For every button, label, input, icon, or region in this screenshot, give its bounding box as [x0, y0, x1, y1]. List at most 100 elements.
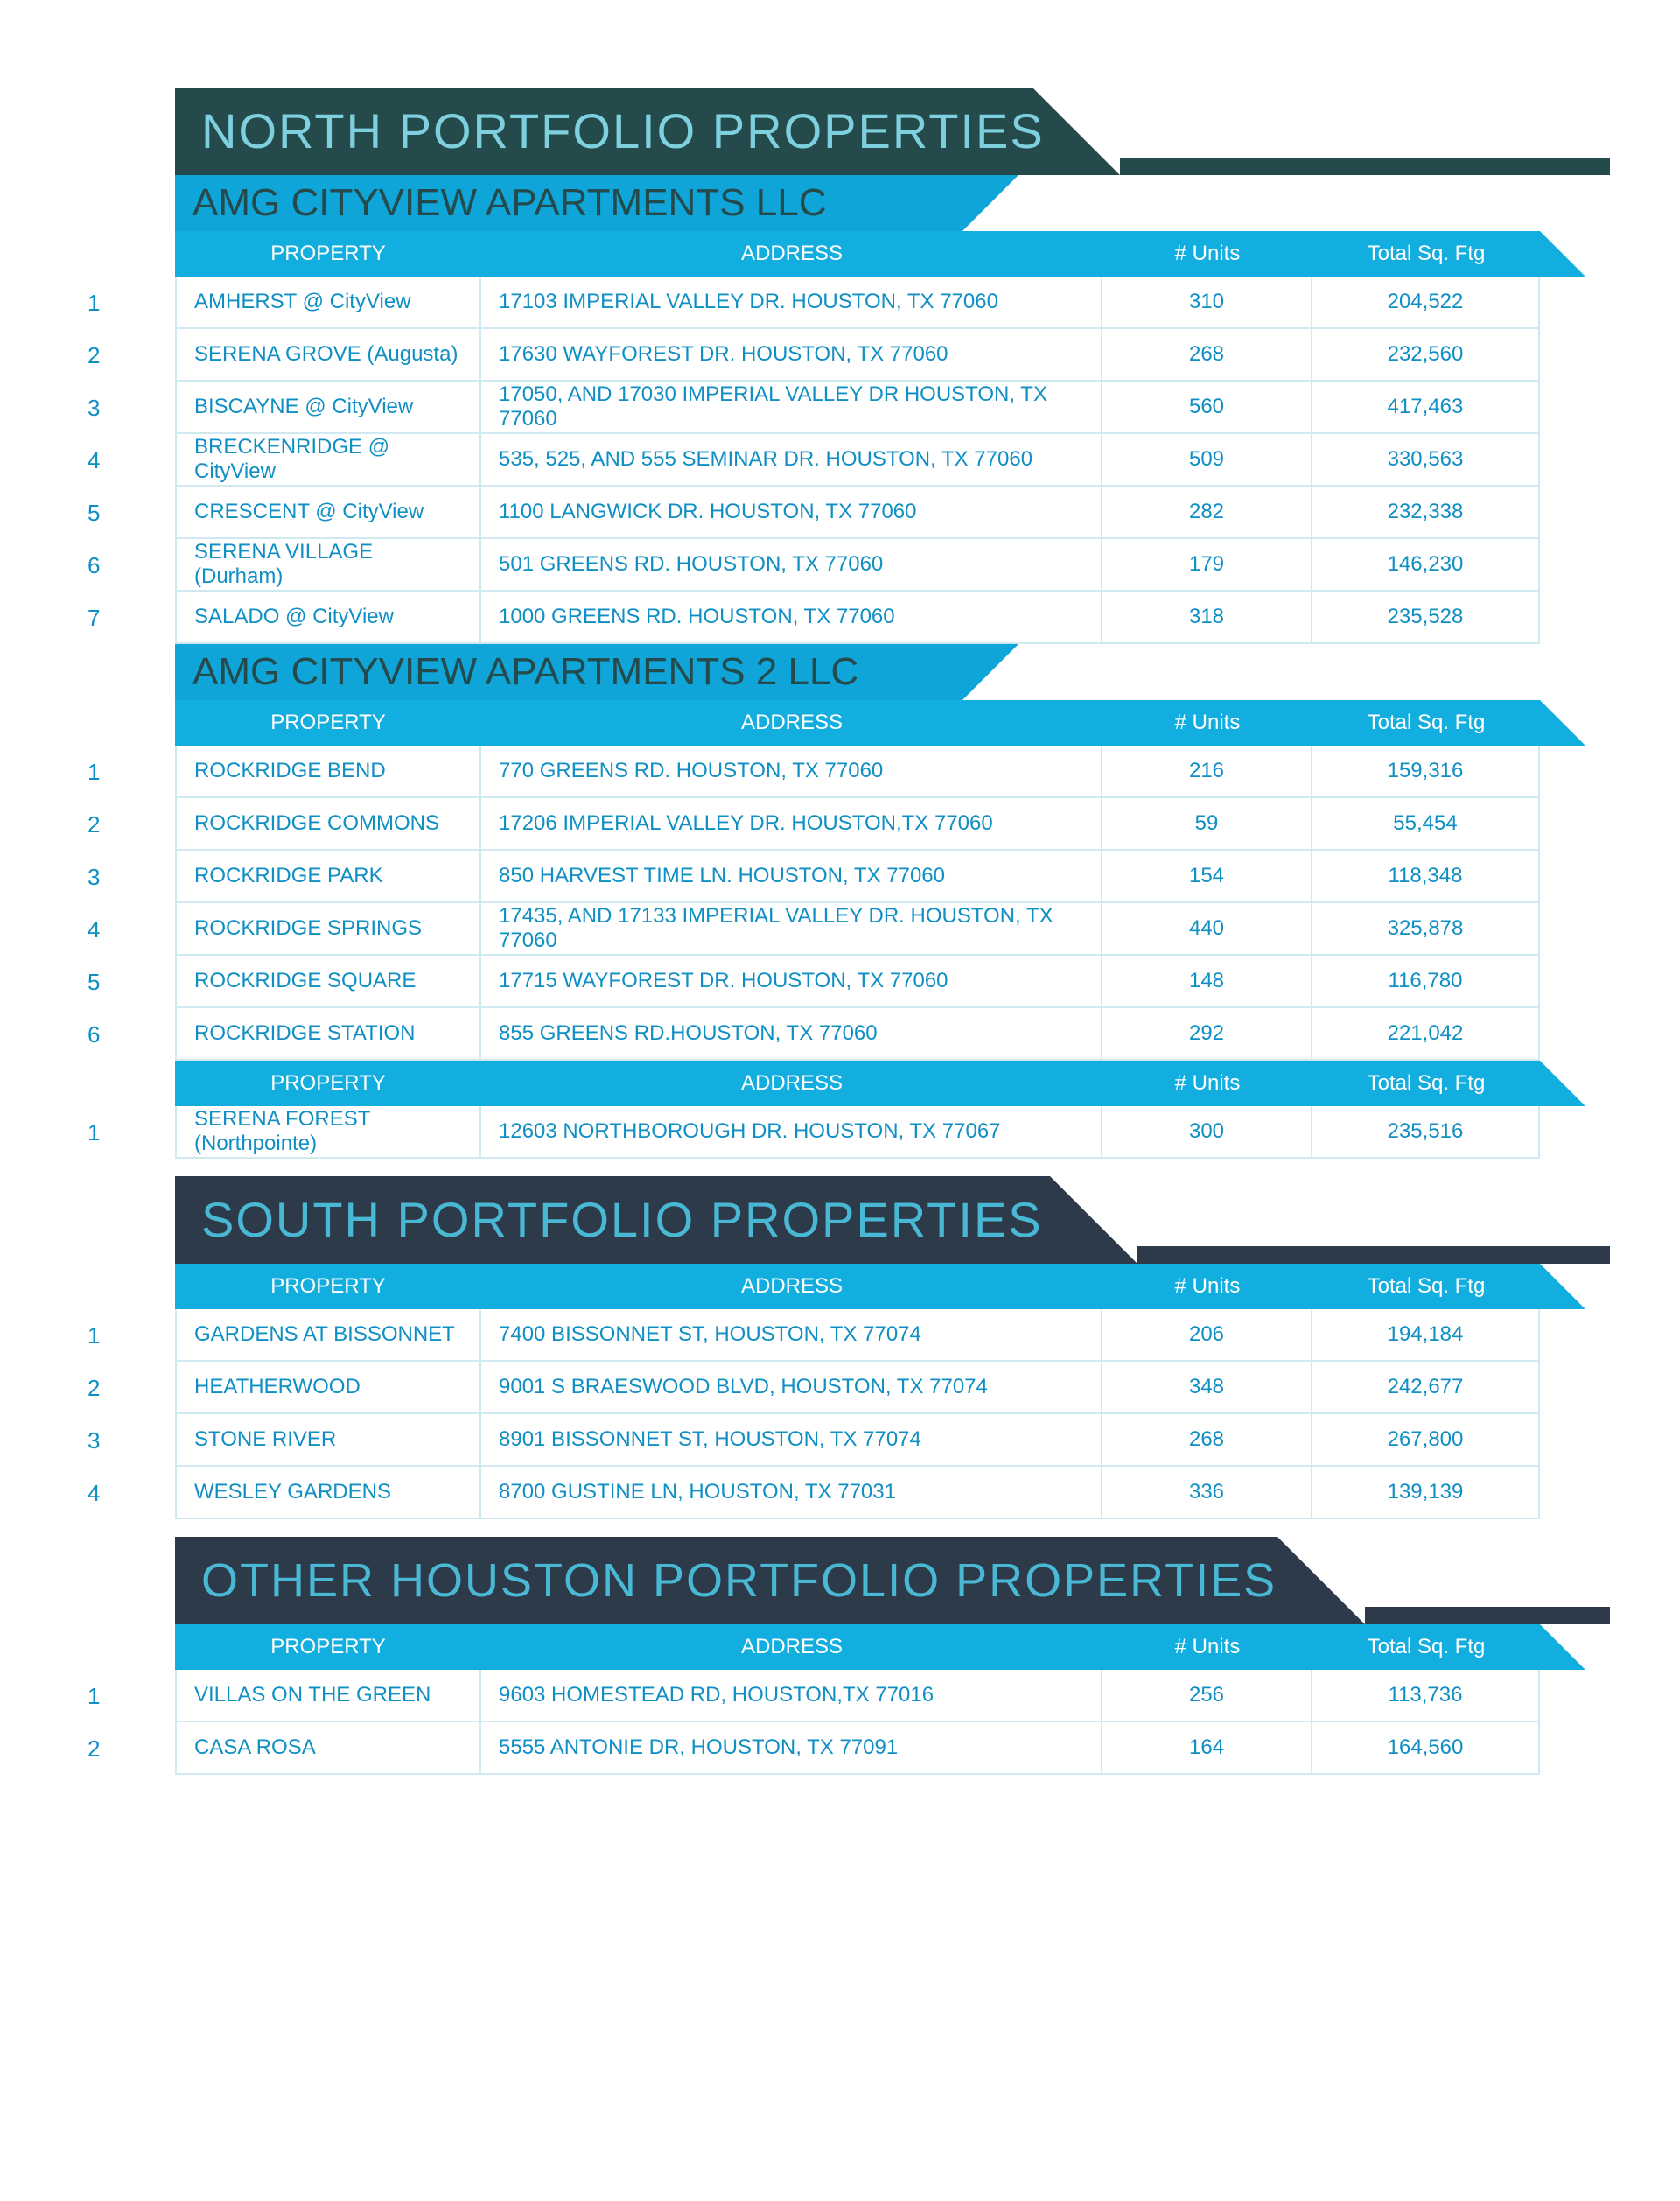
col-address: ADDRESS: [481, 242, 1102, 266]
col-property: PROPERTY: [175, 242, 481, 266]
section-title: NORTH PORTFOLIO PROPERTIES: [175, 88, 1575, 175]
cell-sqft: 267,800: [1312, 1414, 1540, 1467]
cell-units: 216: [1102, 746, 1312, 798]
table-row: 1SERENA FOREST (Northpointe)12603 NORTHB…: [70, 1106, 1610, 1159]
cell-address: 17630 WAYFOREST DR. HOUSTON, TX 77060: [481, 329, 1102, 382]
table-header: PROPERTYADDRESS# UnitsTotal Sq. Ftg: [175, 1624, 1610, 1670]
cell-sqft: 417,463: [1312, 382, 1540, 434]
sub-banner: AMG CITYVIEW APARTMENTS LLC: [175, 175, 1575, 231]
cell-address: 5555 ANTONIE DR, HOUSTON, TX 77091: [481, 1722, 1102, 1775]
cell-sqft: 146,230: [1312, 539, 1540, 592]
row-number: 3: [70, 1414, 175, 1467]
cell-units: 509: [1102, 434, 1312, 487]
cell-address: 7400 BISSONNET ST, HOUSTON, TX 77074: [481, 1309, 1102, 1362]
cell-sqft: 221,042: [1312, 1008, 1540, 1061]
table-row: 2HEATHERWOOD9001 S BRAESWOOD BLVD, HOUST…: [70, 1362, 1610, 1414]
table-row: 5CRESCENT @ CityView1100 LANGWICK DR. HO…: [70, 487, 1610, 539]
cell-address: 17715 WAYFOREST DR. HOUSTON, TX 77060: [481, 956, 1102, 1008]
cell-units: 268: [1102, 329, 1312, 382]
col-sqft: Total Sq. Ftg: [1312, 1274, 1540, 1299]
section-banner: NORTH PORTFOLIO PROPERTIES: [175, 88, 1575, 175]
table-row: 4BRECKENRIDGE @ CityView535, 525, AND 55…: [70, 434, 1610, 487]
sub-banner: AMG CITYVIEW APARTMENTS 2 LLC: [175, 644, 1575, 700]
cell-sqft: 159,316: [1312, 746, 1540, 798]
cell-units: 268: [1102, 1414, 1312, 1467]
col-address: ADDRESS: [481, 1274, 1102, 1299]
cell-address: 535, 525, AND 555 SEMINAR DR. HOUSTON, T…: [481, 434, 1102, 487]
col-units: # Units: [1102, 1274, 1312, 1299]
cell-property: ROCKRIDGE COMMONS: [175, 798, 481, 851]
cell-units: 310: [1102, 277, 1312, 329]
table-body: 1GARDENS AT BISSONNET7400 BISSONNET ST, …: [70, 1309, 1610, 1519]
row-number: 2: [70, 1722, 175, 1775]
cell-sqft: 204,522: [1312, 277, 1540, 329]
cell-sqft: 232,560: [1312, 329, 1540, 382]
col-sqft: Total Sq. Ftg: [1312, 1071, 1540, 1096]
table-row: 2ROCKRIDGE COMMONS17206 IMPERIAL VALLEY …: [70, 798, 1610, 851]
col-sqft: Total Sq. Ftg: [1312, 711, 1540, 735]
table-row: 2SERENA GROVE (Augusta)17630 WAYFOREST D…: [70, 329, 1610, 382]
section-title: SOUTH PORTFOLIO PROPERTIES: [175, 1176, 1575, 1264]
section-banner: SOUTH PORTFOLIO PROPERTIES: [175, 1176, 1575, 1264]
row-number: 4: [70, 903, 175, 956]
cell-address: 17103 IMPERIAL VALLEY DR. HOUSTON, TX 77…: [481, 277, 1102, 329]
cell-sqft: 232,338: [1312, 487, 1540, 539]
cell-address: 1100 LANGWICK DR. HOUSTON, TX 77060: [481, 487, 1102, 539]
row-number: 4: [70, 434, 175, 487]
row-number: 2: [70, 329, 175, 382]
cell-units: 440: [1102, 903, 1312, 956]
cell-property: SERENA VILLAGE (Durham): [175, 539, 481, 592]
row-number: 4: [70, 1467, 175, 1519]
cell-property: AMHERST @ CityView: [175, 277, 481, 329]
table-row: 2CASA ROSA5555 ANTONIE DR, HOUSTON, TX 7…: [70, 1722, 1610, 1775]
cell-address: 17050, AND 17030 IMPERIAL VALLEY DR HOUS…: [481, 382, 1102, 434]
cell-units: 179: [1102, 539, 1312, 592]
table-row: 6SERENA VILLAGE (Durham)501 GREENS RD. H…: [70, 539, 1610, 592]
col-sqft: Total Sq. Ftg: [1312, 242, 1540, 266]
cell-address: 8700 GUSTINE LN, HOUSTON, TX 77031: [481, 1467, 1102, 1519]
cell-address: 9603 HOMESTEAD RD, HOUSTON,TX 77016: [481, 1670, 1102, 1722]
cell-address: 12603 NORTHBOROUGH DR. HOUSTON, TX 77067: [481, 1106, 1102, 1159]
cell-sqft: 242,677: [1312, 1362, 1540, 1414]
table-row: 1AMHERST @ CityView17103 IMPERIAL VALLEY…: [70, 277, 1610, 329]
cell-units: 318: [1102, 592, 1312, 644]
cell-sqft: 330,563: [1312, 434, 1540, 487]
cell-property: ROCKRIDGE SQUARE: [175, 956, 481, 1008]
cell-address: 17206 IMPERIAL VALLEY DR. HOUSTON,TX 770…: [481, 798, 1102, 851]
cell-property: WESLEY GARDENS: [175, 1467, 481, 1519]
table-header: PROPERTYADDRESS# UnitsTotal Sq. Ftg: [175, 1061, 1610, 1106]
row-number: 3: [70, 382, 175, 434]
cell-property: ROCKRIDGE PARK: [175, 851, 481, 903]
cell-property: VILLAS ON THE GREEN: [175, 1670, 481, 1722]
col-property: PROPERTY: [175, 1274, 481, 1299]
cell-property: GARDENS AT BISSONNET: [175, 1309, 481, 1362]
cell-sqft: 235,528: [1312, 592, 1540, 644]
cell-property: ROCKRIDGE BEND: [175, 746, 481, 798]
cell-sqft: 235,516: [1312, 1106, 1540, 1159]
cell-units: 256: [1102, 1670, 1312, 1722]
col-units: # Units: [1102, 1635, 1312, 1659]
row-number: 1: [70, 1106, 175, 1159]
table-header: PROPERTYADDRESS# UnitsTotal Sq. Ftg: [175, 231, 1610, 277]
cell-property: STONE RIVER: [175, 1414, 481, 1467]
cell-address: 1000 GREENS RD. HOUSTON, TX 77060: [481, 592, 1102, 644]
portfolio-document: NORTH PORTFOLIO PROPERTIESAMG CITYVIEW A…: [70, 88, 1610, 1792]
col-address: ADDRESS: [481, 1071, 1102, 1096]
col-units: # Units: [1102, 1071, 1312, 1096]
col-property: PROPERTY: [175, 1635, 481, 1659]
col-units: # Units: [1102, 242, 1312, 266]
cell-property: CASA ROSA: [175, 1722, 481, 1775]
cell-units: 164: [1102, 1722, 1312, 1775]
cell-address: 17435, AND 17133 IMPERIAL VALLEY DR. HOU…: [481, 903, 1102, 956]
table-row: 1VILLAS ON THE GREEN9603 HOMESTEAD RD, H…: [70, 1670, 1610, 1722]
table-header: PROPERTYADDRESS# UnitsTotal Sq. Ftg: [175, 1264, 1610, 1309]
cell-sqft: 164,560: [1312, 1722, 1540, 1775]
col-property: PROPERTY: [175, 711, 481, 735]
row-number: 1: [70, 277, 175, 329]
section-banner: OTHER HOUSTON PORTFOLIO PROPERTIES: [175, 1537, 1575, 1624]
row-number: 6: [70, 539, 175, 592]
cell-sqft: 113,736: [1312, 1670, 1540, 1722]
table-row: 6ROCKRIDGE STATION855 GREENS RD.HOUSTON,…: [70, 1008, 1610, 1061]
table-body: 1VILLAS ON THE GREEN9603 HOMESTEAD RD, H…: [70, 1670, 1610, 1775]
cell-property: CRESCENT @ CityView: [175, 487, 481, 539]
